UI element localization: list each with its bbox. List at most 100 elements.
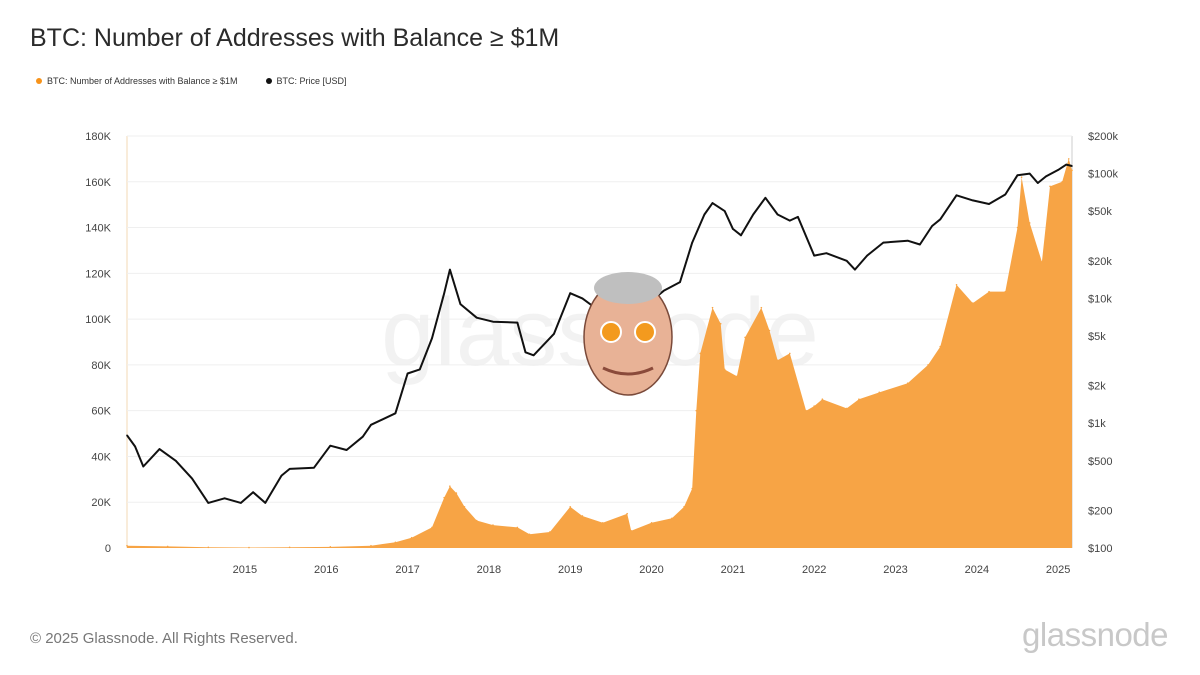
legend-marker-price bbox=[265, 78, 272, 84]
addresses-point bbox=[719, 322, 722, 325]
addresses-point bbox=[410, 536, 413, 539]
price-point bbox=[418, 368, 421, 371]
addresses-point bbox=[813, 405, 815, 407]
addresses-point bbox=[630, 530, 633, 532]
addresses-point bbox=[455, 492, 458, 494]
x-axis: 2015 2016 2017 2018 2019 2020 2021 2022 2023 2024… bbox=[233, 564, 1071, 576]
price-point bbox=[797, 216, 799, 218]
price-point bbox=[764, 196, 767, 199]
addresses-point bbox=[288, 546, 291, 549]
left-tick-label: 140K bbox=[85, 223, 111, 235]
addresses-point bbox=[789, 352, 791, 355]
price-point bbox=[971, 199, 974, 202]
legend-item-addresses[interactable]: BTC: Number of Addresses with Balance ≥ … bbox=[36, 76, 238, 86]
price-point bbox=[1028, 172, 1031, 175]
addresses-point bbox=[581, 515, 584, 517]
addresses-point bbox=[955, 283, 958, 286]
addresses-point bbox=[858, 398, 860, 401]
price-point bbox=[1045, 175, 1047, 178]
addresses-point bbox=[207, 546, 210, 549]
price-point bbox=[288, 468, 291, 470]
price-point bbox=[240, 502, 242, 504]
price-point bbox=[142, 465, 145, 468]
addresses-point bbox=[691, 487, 694, 490]
addresses-point bbox=[988, 290, 990, 293]
addresses-point bbox=[805, 409, 807, 412]
price-point bbox=[362, 435, 364, 438]
addresses-point bbox=[370, 544, 372, 547]
right-tick-label: $50k bbox=[1088, 206, 1112, 218]
addresses-point bbox=[569, 506, 572, 508]
price-point bbox=[313, 466, 315, 469]
left-tick-label: 40K bbox=[91, 451, 111, 463]
price-point bbox=[882, 241, 885, 244]
price-point bbox=[1016, 174, 1019, 177]
addresses-point bbox=[248, 546, 250, 549]
x-tick-label: 2020 bbox=[639, 564, 663, 576]
addresses-point bbox=[492, 524, 494, 526]
left-tick-label: 160K bbox=[85, 177, 111, 189]
right-tick-label: $200 bbox=[1088, 505, 1112, 517]
price-point bbox=[906, 239, 909, 242]
legend-item-price[interactable]: BTC: Price [USD] bbox=[265, 76, 347, 86]
addresses-point bbox=[626, 512, 628, 515]
left-tick-label: 80K bbox=[91, 360, 111, 372]
right-tick-label: $500 bbox=[1088, 456, 1112, 468]
avatar-right-eye-coin bbox=[634, 321, 656, 343]
addresses-point bbox=[878, 391, 881, 394]
price-point bbox=[679, 281, 681, 283]
addresses-point bbox=[971, 302, 974, 304]
x-tick-label: 2024 bbox=[965, 564, 989, 576]
addresses-point bbox=[394, 541, 397, 544]
price-point bbox=[752, 213, 755, 216]
price-point bbox=[174, 459, 177, 462]
addresses-point bbox=[939, 345, 942, 348]
price-point bbox=[1037, 182, 1039, 184]
x-tick-label: 2016 bbox=[314, 564, 338, 576]
right-axis: $100 $200 $500 $1k $2k $5k $10k $20k $50k $100k $2… bbox=[1088, 131, 1118, 555]
addresses-point bbox=[683, 506, 685, 508]
x-tick-label: 2023 bbox=[883, 564, 907, 576]
price-point bbox=[443, 292, 445, 295]
left-tick-label: 20K bbox=[91, 497, 111, 509]
avatar-left-eye-coin bbox=[600, 321, 622, 343]
addresses-point bbox=[516, 526, 519, 529]
addresses-point bbox=[906, 382, 909, 385]
price-point bbox=[1004, 193, 1007, 196]
price-point bbox=[789, 219, 791, 222]
addresses-point bbox=[1016, 226, 1019, 229]
avatar-face bbox=[583, 272, 673, 396]
price-point bbox=[191, 477, 193, 480]
copyright: © 2025 Glassnode. All Rights Reserved. bbox=[30, 630, 298, 647]
avatar-hair bbox=[594, 272, 662, 304]
addresses-point bbox=[475, 519, 478, 522]
legend-marker-addresses bbox=[36, 78, 42, 84]
legend: BTC: Number of Addresses with Balance ≥ … bbox=[36, 76, 347, 86]
price-point bbox=[370, 424, 372, 426]
price-point bbox=[955, 194, 958, 197]
addresses-point bbox=[1028, 222, 1031, 224]
left-tick-label: 180K bbox=[85, 131, 111, 143]
price-point bbox=[126, 434, 128, 437]
price-point bbox=[207, 502, 210, 504]
legend-label-price: BTC: Price [USD] bbox=[276, 76, 347, 86]
addresses-point bbox=[1041, 261, 1043, 263]
price-point bbox=[329, 444, 332, 447]
price-point bbox=[553, 333, 555, 335]
addresses-point bbox=[776, 359, 779, 362]
addresses-point bbox=[723, 368, 726, 371]
x-tick-label: 2025 bbox=[1046, 564, 1070, 576]
price-point bbox=[449, 268, 451, 271]
price-point bbox=[524, 351, 527, 354]
price-point bbox=[691, 241, 694, 244]
addresses-point bbox=[1004, 290, 1007, 293]
x-tick-label: 2019 bbox=[558, 564, 582, 576]
right-tick-label: $1k bbox=[1088, 418, 1106, 430]
addresses-area-series[interactable] bbox=[127, 158, 1072, 548]
addresses-point bbox=[166, 545, 169, 548]
left-tick-label: 120K bbox=[85, 268, 111, 280]
price-point bbox=[711, 202, 714, 204]
addresses-point bbox=[711, 306, 714, 309]
addresses-point bbox=[1061, 180, 1064, 183]
